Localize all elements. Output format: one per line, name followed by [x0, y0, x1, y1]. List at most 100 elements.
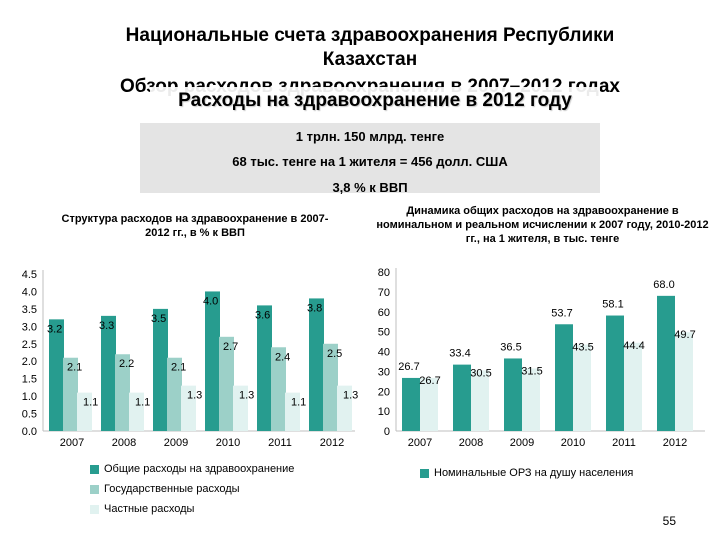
- left-chart-y-tick-label: 2.0: [22, 356, 37, 368]
- right-chart-y-tick-label: 0: [384, 426, 390, 438]
- right-chart-data-label: 31.5: [521, 365, 542, 377]
- left-chart-y-tick-label: 3.5: [22, 304, 37, 316]
- left-chart-data-label: 3.6: [255, 309, 270, 321]
- legend-government-swatch: [90, 484, 99, 494]
- left-chart-data-label: 3.5: [151, 313, 166, 325]
- left-chart-data-label: 2.1: [171, 362, 186, 374]
- left-chart-bar: [323, 343, 338, 431]
- right-chart-x-tick-label: 2008: [459, 437, 483, 449]
- right-chart-data-label: 53.7: [551, 307, 572, 319]
- left-chart-data-label: 3.2: [47, 323, 62, 335]
- left-chart-data-label: 3.3: [99, 320, 114, 332]
- legend-government-label: Государственные расходы: [104, 483, 240, 495]
- subtitle-overlay: [150, 87, 600, 117]
- left-chart-data-label: 1.1: [135, 397, 150, 409]
- left-chart-data-label: 2.4: [275, 351, 290, 363]
- right-chart-bar: [624, 342, 642, 431]
- left-chart-bar: [257, 305, 272, 431]
- right-chart-y-tick-label: 10: [378, 406, 390, 418]
- left-chart-data-label: 2.2: [119, 358, 134, 370]
- legend-nominal-swatch: [420, 468, 429, 478]
- right-chart-bar: [420, 377, 438, 431]
- left-chart-bar: [219, 336, 234, 431]
- left-chart-data-label: 1.3: [239, 390, 254, 402]
- right-chart-bar: [504, 358, 522, 431]
- left-chart-bar: [115, 354, 130, 431]
- right-chart-data-label: 33.4: [449, 348, 470, 360]
- left-chart-data-label: 2.5: [327, 348, 342, 360]
- right-chart-x-tick-label: 2010: [561, 437, 585, 449]
- left-chart-bar: [233, 385, 248, 431]
- legend-government: Государственные расходы: [90, 483, 240, 495]
- right-chart-y-tick-label: 60: [378, 307, 390, 319]
- left-chart-y-tick-label: 2.5: [22, 339, 37, 351]
- page-number: 55: [662, 514, 676, 528]
- right-chart-x-tick-label: 2011: [612, 437, 636, 449]
- left-chart-data-label: 1.3: [187, 390, 202, 402]
- left-chart-bar: [205, 291, 220, 431]
- summary-box: [140, 123, 600, 193]
- right-chart-y-tick-label: 20: [378, 386, 390, 398]
- left-chart-data-label: 1.1: [83, 397, 98, 409]
- legend-private: Частные расходы: [90, 503, 194, 515]
- right-chart-bar: [573, 344, 591, 431]
- left-chart-bar: [337, 385, 352, 431]
- legend-nominal: Номинальные ОРЗ на душу населения: [420, 467, 633, 479]
- left-chart-y-tick-label: 0.0: [22, 426, 37, 438]
- right-chart-bar: [522, 368, 540, 431]
- left-chart-bar: [181, 385, 196, 431]
- right-chart-bar: [402, 377, 420, 431]
- right-chart-title: Динамика общих расходов на здравоохранен…: [376, 205, 709, 245]
- slide-subtitle: Расходы на здравоохранение в 2012 году: [178, 90, 572, 111]
- right-chart-y-tick-label: 50: [378, 327, 390, 339]
- left-chart-x-tick-label: 2007: [60, 437, 84, 449]
- right-chart-data-label: 36.5: [500, 341, 521, 353]
- right-chart-data-label: 43.5: [572, 342, 593, 354]
- left-chart-data-label: 2.1: [67, 362, 82, 374]
- left-chart-y-tick-label: 3.0: [22, 321, 37, 333]
- left-chart-y-tick-label: 0.5: [22, 409, 37, 421]
- slide-title-line1: Национальные счета здравоохранения Респу…: [125, 25, 615, 46]
- right-chart-x-tick-label: 2009: [510, 437, 534, 449]
- left-chart-bar: [63, 357, 78, 431]
- right-chart-bar: [606, 315, 624, 431]
- left-chart-x-tick-label: 2012: [320, 437, 344, 449]
- right-chart-x-tick-label: 2012: [663, 437, 687, 449]
- left-chart-bar: [309, 298, 324, 431]
- summary-total: 1 трлн. 150 млрд. тенге: [295, 129, 445, 144]
- legend-total-swatch: [90, 464, 99, 474]
- left-chart-x-tick-label: 2009: [164, 437, 188, 449]
- right-chart-bar: [453, 364, 471, 431]
- left-chart-x-tick-label: 2011: [268, 437, 292, 449]
- right-chart-data-label: 44.4: [623, 340, 644, 352]
- left-chart-bar: [153, 308, 168, 431]
- left-chart-y-tick-label: 4.5: [22, 269, 37, 281]
- right-chart-y-tick-label: 80: [378, 267, 390, 279]
- legend-nominal-label: Номинальные ОРЗ на душу населения: [434, 467, 634, 479]
- right-chart-data-label: 68.0: [653, 279, 674, 291]
- right-chart-data-label: 26.7: [398, 361, 419, 373]
- left-chart-y-tick-label: 1.5: [22, 374, 37, 386]
- legend-total-label: Общие расходы на здравоохранение: [104, 463, 295, 475]
- slide-title-line2: Казахстан: [322, 49, 418, 70]
- summary-gdp-share: 3,8 % к ВВП: [332, 180, 408, 195]
- left-chart-y-tick-label: 1.0: [22, 391, 37, 403]
- left-chart-bar: [129, 392, 144, 431]
- left-chart-data-label: 1.3: [343, 390, 358, 402]
- left-chart-y-tick-label: 4.0: [22, 286, 37, 298]
- right-chart-data-label: 30.5: [470, 367, 491, 379]
- right-chart-bar: [675, 332, 693, 431]
- left-chart-x-tick-label: 2008: [112, 437, 136, 449]
- summary-per-capita: 68 тыс. тенге на 1 жителя = 456 долл. СШ…: [232, 154, 508, 169]
- left-chart-x-tick-label: 2010: [216, 437, 240, 449]
- legend-total: Общие расходы на здравоохранение: [90, 463, 294, 475]
- left-chart-title: Структура расходов на здравоохранение в …: [61, 213, 329, 239]
- left-chart-bar: [77, 392, 92, 431]
- right-chart-data-label: 58.1: [602, 299, 623, 311]
- right-chart-data-label: 26.7: [419, 375, 440, 387]
- left-chart-bar: [271, 347, 286, 431]
- left-chart-data-label: 3.8: [307, 302, 322, 314]
- left-chart-data-label: 2.7: [223, 341, 238, 353]
- right-chart-y-tick-label: 40: [378, 347, 390, 359]
